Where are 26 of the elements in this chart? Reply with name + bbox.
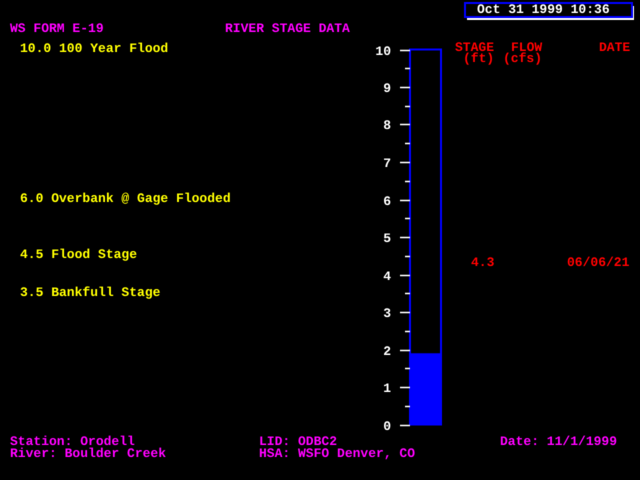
y-tick-label: 2	[383, 344, 392, 359]
y-tick-label: 0	[383, 419, 392, 434]
text: 4.3	[471, 255, 495, 270]
text: 4.5 Flood Stage	[20, 247, 138, 262]
y-tick-label: 4	[383, 269, 392, 284]
text: 6.0 Overbank @ Gage Flooded	[20, 191, 231, 206]
y-tick-label: 9	[383, 81, 392, 96]
text: River: Boulder Creek	[10, 446, 166, 461]
text: Station: Orodell	[10, 434, 136, 449]
text: DATE	[599, 40, 630, 55]
text: 06/06/21	[567, 255, 630, 270]
y-tick-label: 10	[375, 44, 392, 59]
y-tick-label: 8	[383, 118, 392, 133]
text: HSA: WSFO Denver, CO	[259, 446, 416, 461]
text: Oct 31 1999 10:36	[477, 2, 610, 17]
y-tick-label: 6	[383, 194, 392, 209]
text: 3.5 Bankfull Stage	[20, 285, 161, 300]
y-tick-label: 3	[383, 306, 392, 321]
text: WS FORM E-19	[10, 21, 104, 36]
y-tick-label: 7	[383, 156, 391, 171]
y-tick-label: 5	[383, 231, 392, 246]
text: 10.0 100 Year Flood	[20, 41, 168, 56]
text: LID: ODBC2	[259, 434, 338, 449]
text: Date: 11/1/1999	[500, 434, 618, 449]
y-tick-label: 1	[383, 381, 392, 396]
text: RIVER STAGE DATA	[225, 21, 350, 36]
